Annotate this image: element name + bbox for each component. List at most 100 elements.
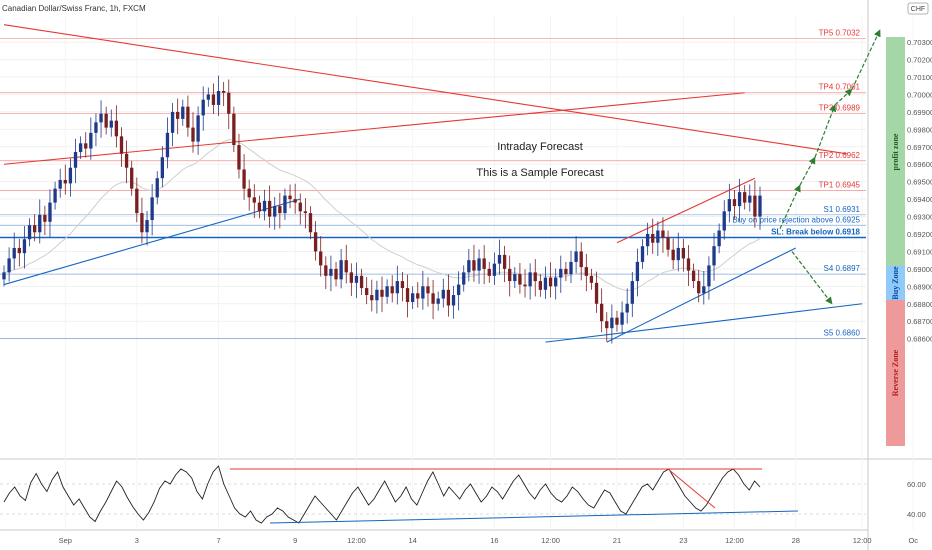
candle[interactable]: [395, 265, 399, 305]
candle[interactable]: [497, 239, 502, 275]
candle[interactable]: [651, 218, 655, 254]
candle[interactable]: [748, 184, 752, 212]
candle[interactable]: [2, 265, 6, 287]
candle[interactable]: [446, 274, 451, 317]
candle[interactable]: [513, 267, 517, 289]
candle[interactable]: [27, 218, 32, 247]
candle[interactable]: [727, 183, 732, 223]
candle[interactable]: [712, 232, 716, 281]
candle[interactable]: [615, 310, 619, 332]
candle[interactable]: [538, 274, 543, 297]
candle[interactable]: [293, 183, 297, 214]
candle[interactable]: [227, 79, 231, 130]
candle[interactable]: [743, 185, 747, 210]
candle[interactable]: [380, 276, 384, 313]
candle[interactable]: [400, 272, 405, 302]
candle[interactable]: [68, 158, 73, 197]
candle[interactable]: [130, 160, 134, 196]
candle[interactable]: [313, 221, 318, 261]
candle[interactable]: [574, 236, 578, 274]
candle[interactable]: [201, 86, 205, 131]
candle[interactable]: [339, 248, 343, 289]
candle[interactable]: [303, 198, 308, 229]
candle[interactable]: [191, 112, 195, 153]
candle[interactable]: [543, 266, 548, 299]
candle[interactable]: [150, 184, 154, 236]
candle[interactable]: [630, 272, 634, 318]
candle[interactable]: [237, 133, 241, 179]
candle[interactable]: [109, 109, 113, 137]
candle[interactable]: [569, 250, 573, 284]
candle[interactable]: [43, 205, 47, 236]
candle[interactable]: [247, 179, 251, 211]
candle[interactable]: [477, 249, 481, 284]
candle[interactable]: [7, 247, 11, 282]
candle[interactable]: [119, 127, 124, 168]
candle[interactable]: [155, 171, 159, 205]
candle[interactable]: [89, 117, 93, 160]
candle[interactable]: [216, 75, 221, 117]
candle[interactable]: [405, 274, 410, 318]
candle[interactable]: [165, 117, 170, 169]
candle[interactable]: [564, 261, 568, 282]
candle[interactable]: [288, 184, 292, 209]
candle[interactable]: [456, 271, 461, 311]
candle[interactable]: [53, 181, 57, 210]
candle[interactable]: [421, 270, 425, 310]
candle[interactable]: [610, 304, 614, 344]
candle[interactable]: [676, 232, 680, 272]
candle[interactable]: [283, 188, 287, 221]
candle[interactable]: [308, 206, 313, 240]
candle[interactable]: [38, 199, 42, 244]
candle[interactable]: [589, 268, 594, 290]
candle[interactable]: [324, 256, 328, 290]
candle[interactable]: [671, 238, 675, 270]
candle[interactable]: [170, 102, 175, 147]
candle[interactable]: [232, 106, 236, 153]
candle[interactable]: [492, 252, 497, 285]
candle[interactable]: [145, 210, 149, 246]
candle[interactable]: [599, 288, 604, 333]
candle[interactable]: [645, 222, 650, 256]
candle[interactable]: [681, 238, 686, 272]
candle[interactable]: [114, 105, 119, 148]
candle[interactable]: [605, 312, 609, 342]
candle[interactable]: [686, 245, 691, 286]
candle[interactable]: [661, 217, 665, 253]
candle[interactable]: [656, 221, 660, 256]
candle[interactable]: [707, 256, 711, 300]
candle[interactable]: [344, 244, 348, 284]
candle[interactable]: [273, 197, 277, 230]
candle[interactable]: [176, 98, 180, 135]
candle[interactable]: [548, 262, 553, 298]
candle[interactable]: [196, 106, 200, 155]
candle[interactable]: [221, 81, 226, 106]
candle[interactable]: [518, 262, 522, 294]
candle[interactable]: [206, 87, 210, 107]
candle[interactable]: [737, 178, 742, 222]
candle[interactable]: [186, 95, 190, 137]
candle[interactable]: [267, 185, 272, 228]
candle[interactable]: [528, 263, 532, 300]
candle[interactable]: [431, 280, 435, 320]
candle[interactable]: [441, 278, 445, 308]
candle[interactable]: [717, 223, 721, 254]
candle[interactable]: [635, 248, 640, 297]
candle[interactable]: [370, 279, 374, 312]
candle[interactable]: [22, 225, 27, 269]
candle[interactable]: [354, 262, 359, 299]
candle[interactable]: [17, 238, 21, 267]
candle[interactable]: [487, 261, 491, 283]
candle[interactable]: [140, 197, 144, 244]
candle[interactable]: [385, 279, 389, 304]
candle[interactable]: [104, 106, 108, 135]
candle[interactable]: [666, 230, 670, 257]
candle[interactable]: [691, 263, 696, 289]
candle[interactable]: [278, 192, 282, 229]
candle[interactable]: [99, 100, 103, 138]
candle[interactable]: [594, 271, 599, 313]
candle[interactable]: [508, 255, 512, 297]
candle[interactable]: [426, 277, 430, 307]
candle[interactable]: [48, 189, 52, 238]
candle[interactable]: [416, 282, 420, 308]
